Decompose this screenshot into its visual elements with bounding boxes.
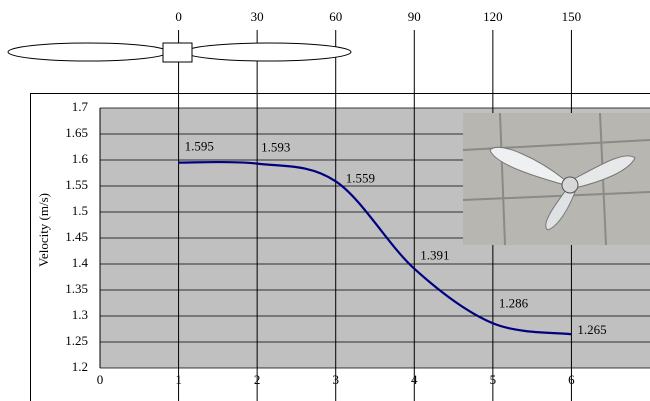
chart: 1.2 1.25 1.3 1.35 1.4 1.45 1.5 1.55 1.6 1.65 1.7 0 1… <box>0 0 650 401</box>
data-label: 1.593 <box>261 140 290 155</box>
y-tick-label: 1.25 <box>65 333 88 348</box>
top-tick-label: 0 <box>175 9 182 24</box>
photo-hub <box>562 177 578 193</box>
x-tick-label: 3 <box>332 372 339 387</box>
blade <box>8 43 168 61</box>
top-tick-label: 60 <box>329 9 342 24</box>
y-tick-label: 1.2 <box>72 359 88 374</box>
blade <box>185 43 351 61</box>
x-tick-label: 2 <box>254 372 261 387</box>
y-tick-label: 1.65 <box>65 125 88 140</box>
data-label: 1.391 <box>420 248 449 263</box>
y-tick-label: 1.3 <box>72 307 88 322</box>
data-label: 1.595 <box>185 139 214 154</box>
top-tick-label: 90 <box>408 9 421 24</box>
y-tick-label: 1.5 <box>72 203 88 218</box>
hub <box>163 43 192 62</box>
data-label: 1.559 <box>346 170 375 185</box>
top-tick-label: 150 <box>562 9 582 24</box>
y-axis-label: Velocity (m/s) <box>36 193 51 267</box>
data-label: 1.265 <box>577 322 606 337</box>
top-tick-label: 120 <box>483 9 503 24</box>
y-tick-label: 1.45 <box>65 229 88 244</box>
photo-inset <box>463 113 650 245</box>
x-tick-label: 6 <box>568 372 575 387</box>
y-tick-label: 1.7 <box>72 99 89 114</box>
y-tick-label: 1.55 <box>65 177 88 192</box>
x-tick-label: 5 <box>490 372 497 387</box>
top-tick-label: 30 <box>251 9 264 24</box>
x-tick-label: 4 <box>411 372 418 387</box>
x-tick-label: 1 <box>175 372 182 387</box>
x-tick-label: 0 <box>97 372 104 387</box>
y-tick-label: 1.6 <box>72 151 89 166</box>
y-tick-label: 1.4 <box>72 255 89 270</box>
data-label: 1.286 <box>499 295 529 310</box>
propeller-diagram <box>8 43 351 62</box>
y-tick-label: 1.35 <box>65 281 88 296</box>
page: 1.2 1.25 1.3 1.35 1.4 1.45 1.5 1.55 1.6 1.65 1.7 0 1… <box>0 0 650 401</box>
